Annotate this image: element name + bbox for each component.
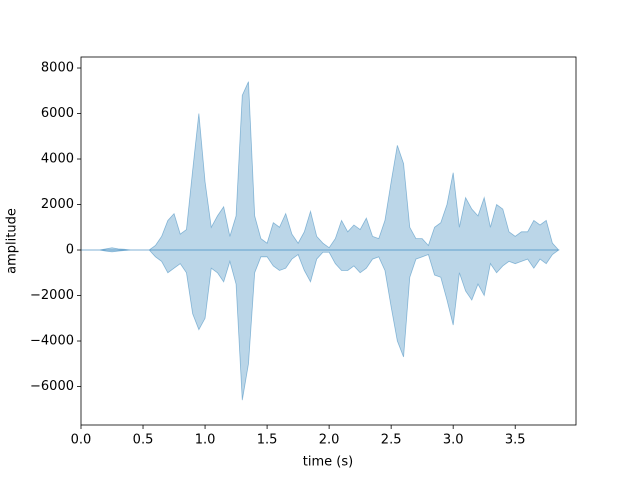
x-tick-label: 3.0 [443,433,464,448]
x-tick-label: 2.0 [319,433,340,448]
x-tick-label: 0.0 [71,433,92,448]
x-tick-label: 3.5 [505,433,526,448]
y-tick-label: 2000 [41,197,74,212]
x-tick-label: 1.5 [257,433,278,448]
waveform [81,81,560,251]
y-tick-label: 0 [66,243,74,258]
plot-frame [80,56,577,426]
x-tick-label: 0.5 [133,433,154,448]
y-tick-label: −4000 [30,334,74,349]
x-tick-label: 1.0 [195,433,216,448]
y-tick-label: 6000 [41,106,74,121]
y-tick-label: 8000 [41,61,74,76]
y-tick-label: −6000 [30,379,74,394]
x-tick-label: 2.5 [381,433,402,448]
x-axis-label: time (s) [303,455,353,470]
y-tick-label: 4000 [41,152,74,167]
waveform [81,249,560,401]
y-tick-label: −2000 [30,288,74,303]
y-axis-label: amplitude [5,208,20,274]
